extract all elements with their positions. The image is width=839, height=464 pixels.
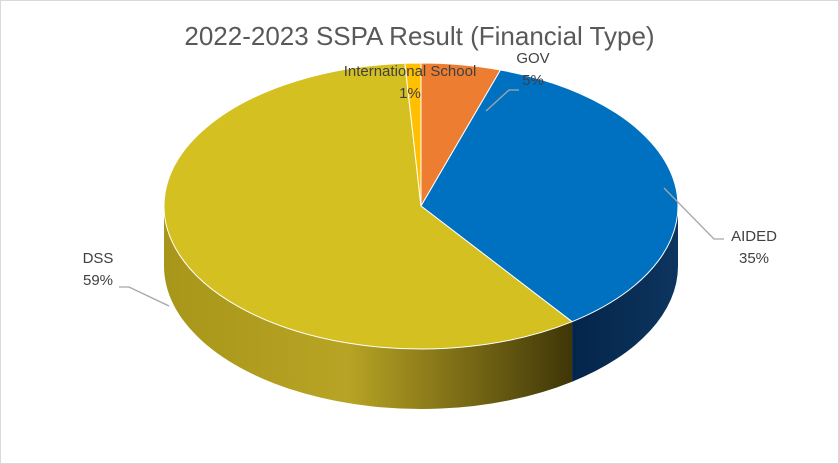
leader-line-gov bbox=[485, 89, 519, 112]
pie-slice-international-school bbox=[404, 62, 422, 207]
data-label-dss-category: DSS bbox=[83, 250, 114, 267]
data-label-gov-value: 5% bbox=[522, 72, 544, 89]
data-label-international-school-value: 1% bbox=[399, 85, 421, 102]
data-label-aided-value: 35% bbox=[739, 250, 769, 267]
pie-side-dss bbox=[164, 206, 573, 409]
leader-line-dss bbox=[119, 286, 170, 307]
leader-line-aided bbox=[663, 187, 724, 240]
pie-slice-dss bbox=[163, 62, 574, 350]
pie-slice-aided bbox=[420, 69, 679, 323]
data-label-dss-value: 59% bbox=[83, 272, 113, 289]
pie-side-aided bbox=[572, 206, 678, 382]
data-label-international-school-category: International School bbox=[344, 63, 477, 80]
data-label-gov-category: GOV bbox=[516, 50, 549, 67]
data-label-aided-category: AIDED bbox=[731, 228, 777, 245]
chart-title: 2022-2023 SSPA Result (Financial Type) bbox=[184, 21, 655, 51]
